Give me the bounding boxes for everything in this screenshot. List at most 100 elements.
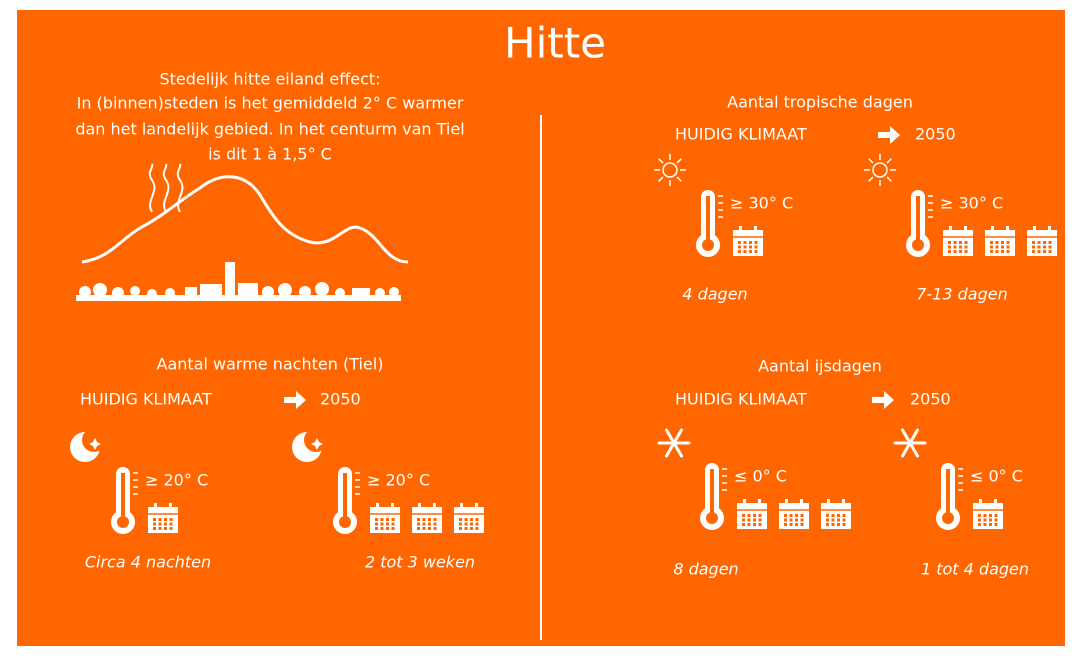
calendar-body (370, 507, 400, 533)
calendar (733, 226, 763, 256)
day (795, 523, 798, 526)
calendar-body (737, 503, 767, 529)
day (954, 241, 957, 244)
mercury (946, 469, 950, 515)
day (801, 519, 804, 522)
day (753, 523, 756, 526)
day (784, 523, 787, 526)
day (843, 519, 846, 522)
day (465, 523, 468, 526)
day (989, 523, 992, 526)
day (965, 246, 968, 249)
day (995, 519, 998, 522)
day (984, 519, 987, 522)
day (748, 519, 751, 522)
ring (964, 226, 967, 233)
calendar (943, 226, 973, 256)
section-heading: Aantal tropische dagen (727, 93, 913, 112)
day (826, 523, 829, 526)
day (837, 523, 840, 526)
day (826, 519, 829, 522)
ring (376, 503, 379, 510)
day (476, 527, 479, 530)
threshold: ≤ 0° C (734, 467, 787, 486)
ring (433, 503, 436, 510)
day (459, 527, 462, 530)
day (1001, 250, 1004, 253)
calendar (973, 499, 1003, 529)
day (153, 518, 156, 521)
day (428, 523, 431, 526)
day (759, 523, 762, 526)
day (749, 241, 752, 244)
day (984, 523, 987, 526)
ring (800, 499, 803, 506)
day (392, 523, 395, 526)
current-label: HUIDIG KLIMAAT (675, 125, 807, 144)
day (375, 527, 378, 530)
current-label: HUIDIG KLIMAAT (675, 390, 807, 409)
day (784, 519, 787, 522)
day (417, 518, 420, 521)
day (159, 518, 162, 521)
mercury (710, 469, 714, 515)
day (755, 250, 758, 253)
day (826, 514, 829, 517)
caption: 8 dagen (673, 560, 738, 579)
day (1007, 241, 1010, 244)
ring (1033, 226, 1036, 233)
section-heading: Aantal ijsdagen (758, 357, 882, 376)
day (381, 527, 384, 530)
calendar-body (148, 507, 178, 533)
mercury-bulb (702, 239, 714, 251)
day (1049, 241, 1052, 244)
day (1049, 246, 1052, 249)
day (753, 519, 756, 522)
mercury-bulb (339, 516, 351, 528)
day (159, 527, 162, 530)
heat-island-line: dan het landelijk gebied. In het centurm… (75, 120, 464, 139)
day (386, 523, 389, 526)
day (954, 246, 957, 249)
day (784, 514, 787, 517)
day (1038, 250, 1041, 253)
ring (979, 499, 982, 506)
calendar-body (985, 230, 1015, 256)
day (954, 250, 957, 253)
day (386, 518, 389, 521)
ring (1006, 226, 1009, 233)
day (744, 241, 747, 244)
mercury (121, 473, 125, 519)
caption: 7-13 dagen (916, 285, 1008, 304)
day (990, 246, 993, 249)
day (417, 527, 420, 530)
mercury (916, 196, 920, 242)
ring (475, 503, 478, 510)
day (742, 514, 745, 517)
mercury-bulb (942, 512, 954, 524)
day (470, 527, 473, 530)
ring (743, 499, 746, 506)
ring (154, 503, 157, 510)
mercury-bulb (706, 512, 718, 524)
caption: Circa 4 nachten (85, 553, 211, 572)
day (1038, 241, 1041, 244)
day (795, 519, 798, 522)
day (434, 518, 437, 521)
day (749, 246, 752, 249)
day (837, 514, 840, 517)
calendar (985, 226, 1015, 256)
calendar-body (733, 230, 763, 256)
page: Hitte Stedelijk hitte eiland effect: In … (0, 0, 1082, 658)
section-heading: Aantal warme nachten (Tiel) (157, 355, 384, 374)
day (459, 523, 462, 526)
ring (949, 226, 952, 233)
ring (739, 226, 742, 233)
day (1032, 250, 1035, 253)
day (959, 241, 962, 244)
day (1049, 250, 1052, 253)
day (392, 527, 395, 530)
day (1043, 241, 1046, 244)
day (375, 523, 378, 526)
heat-island-line: In (binnen)steden is het gemiddeld 2° C … (77, 94, 464, 113)
